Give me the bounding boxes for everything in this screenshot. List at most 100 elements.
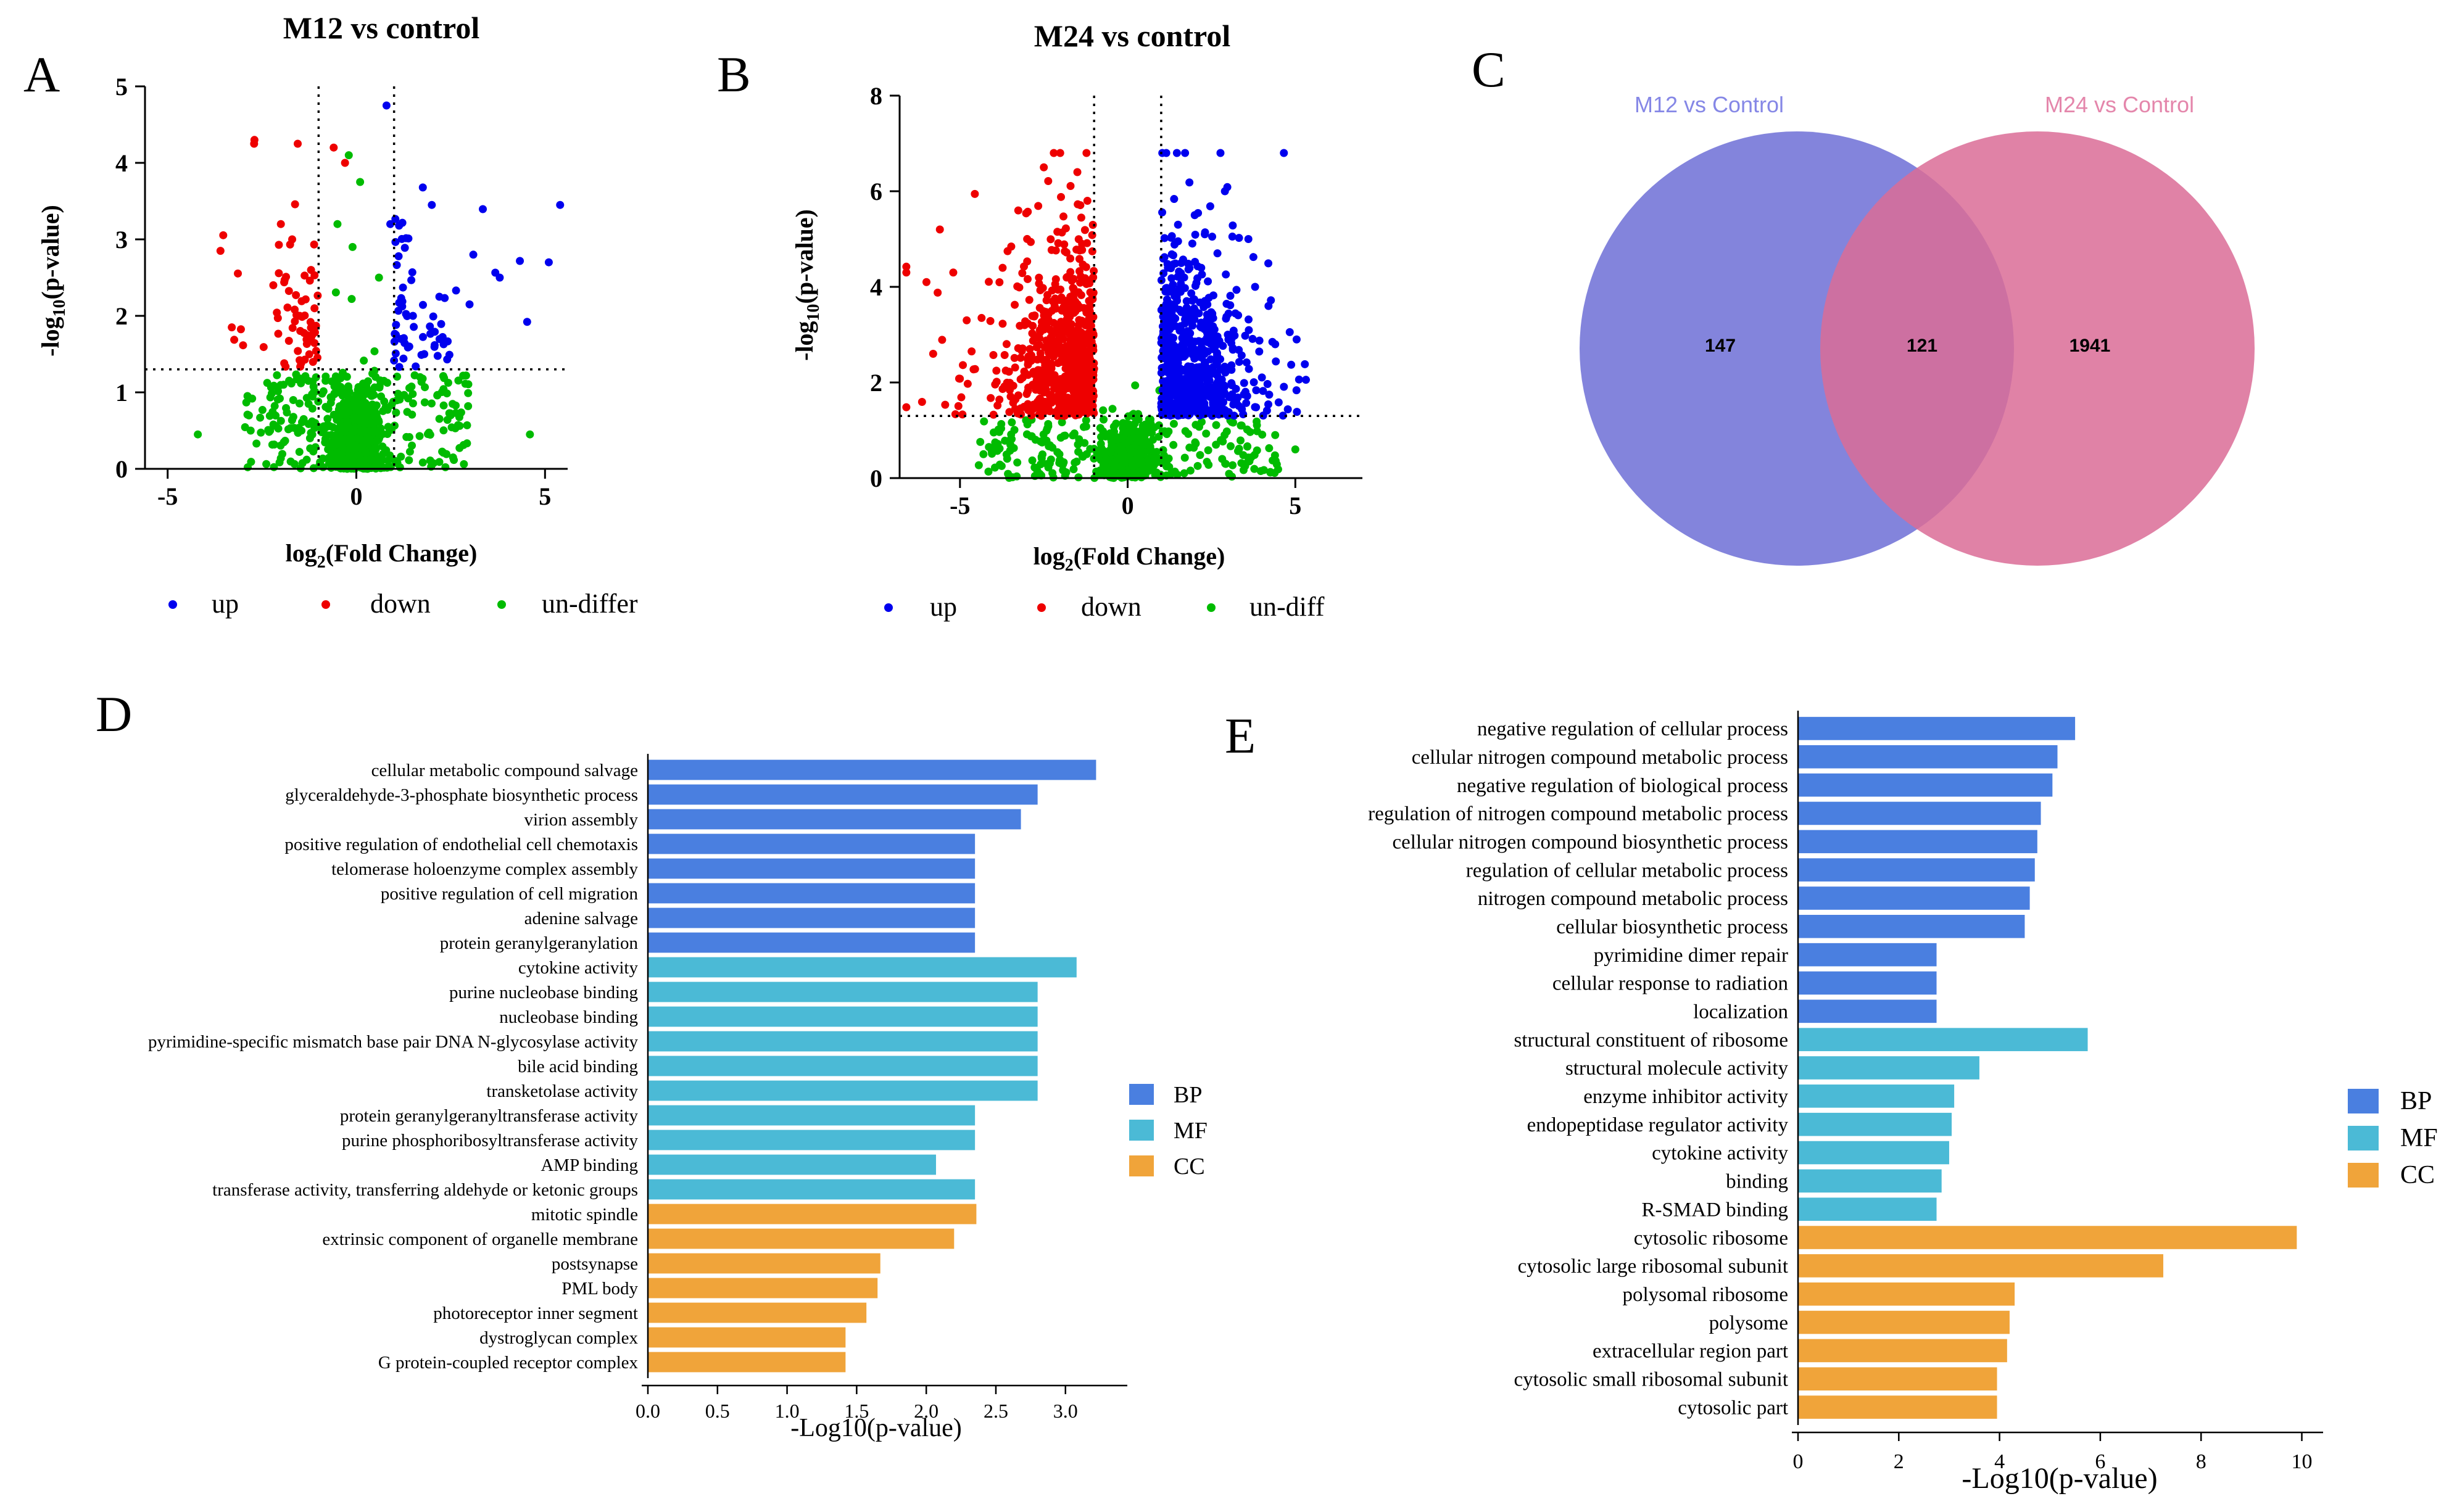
point-up [1159, 304, 1167, 312]
category-label: enzyme inhibitor activity [1583, 1086, 1788, 1108]
point-up [1170, 195, 1179, 204]
point-up [1285, 328, 1294, 336]
point-undiff [326, 422, 334, 431]
point-undiff [394, 389, 402, 398]
legend-label-mf: MF [1174, 1118, 1208, 1144]
category-label: regulation of nitrogen compound metaboli… [1368, 803, 1788, 825]
bar-mf [648, 981, 1038, 1002]
point-down [1057, 192, 1066, 201]
point-un-differ [246, 426, 255, 435]
point-up [1259, 387, 1267, 395]
point-up [1185, 410, 1194, 418]
x-tick-label: 0 [350, 482, 363, 510]
bar-cc [648, 1302, 867, 1323]
point-down [329, 143, 338, 152]
point-undiff [370, 390, 378, 399]
point-down [1015, 283, 1024, 292]
point-undiff [1099, 406, 1108, 415]
point-up [1228, 233, 1237, 241]
point-down [1003, 378, 1011, 387]
panel-letter-e: E [1225, 708, 1256, 764]
point-down [967, 347, 976, 356]
point-down [276, 220, 285, 228]
point-up [1207, 366, 1216, 375]
point-down [310, 328, 319, 337]
point-down [1035, 279, 1043, 288]
point-down [1083, 407, 1092, 415]
point-up [1195, 309, 1203, 318]
point-down [1047, 246, 1056, 254]
bar-bp [1798, 915, 2025, 938]
volcano-plot-b: -5 0 5 0 2 4 6 8 [870, 82, 1362, 519]
point-down [1088, 344, 1097, 353]
point-undiff [386, 451, 394, 460]
point-undiff [440, 374, 449, 382]
category-label: pyrimidine-specific mismatch base pair D… [148, 1032, 639, 1052]
legend-label-up: up [212, 589, 239, 619]
category-label: R-SMAD binding [1642, 1199, 1788, 1221]
point-up [1172, 366, 1180, 375]
point-up [495, 273, 504, 282]
bar-mf [1798, 1169, 1942, 1193]
point-undiff [439, 426, 448, 435]
point-undiff [1239, 466, 1248, 474]
legend-dot-up [884, 603, 893, 612]
category-label: cellular nitrogen compound biosynthetic … [1392, 832, 1788, 854]
point-down [958, 410, 967, 419]
point-undiff [292, 375, 301, 384]
point-undiff [243, 410, 252, 419]
point-down [902, 262, 911, 271]
point-down [954, 402, 963, 410]
point-up [1197, 263, 1206, 272]
point-down [992, 378, 1001, 386]
bar-cc [1798, 1254, 2163, 1278]
point-undiff [302, 455, 311, 464]
point-undiff [274, 387, 283, 395]
point-up [429, 312, 437, 321]
point-up [435, 335, 444, 344]
point-undiff [408, 441, 416, 450]
y-tick-label: 8 [870, 82, 882, 110]
point-up [1206, 202, 1214, 210]
point-undiff [366, 455, 375, 464]
point-undiff [263, 379, 271, 387]
point-undiff [243, 392, 252, 400]
point-undiff [295, 448, 304, 456]
point-up [1213, 249, 1222, 258]
legend-label-cc: CC [1174, 1154, 1205, 1179]
point-down [1056, 331, 1064, 340]
point-down [269, 281, 278, 289]
bar-bp [648, 858, 976, 879]
point-undiff [273, 371, 281, 379]
bar-bp [648, 784, 1038, 805]
point-up [523, 318, 531, 326]
x-tick-label: 0.5 [705, 1400, 730, 1422]
point-up [412, 362, 420, 371]
point-up [1184, 265, 1193, 274]
point-undiff [381, 403, 390, 411]
category-label: purine nucleobase binding [449, 983, 638, 1002]
point-undiff [1022, 430, 1031, 439]
point-un-differ [356, 178, 365, 186]
point-down [1005, 408, 1014, 416]
category-label: dystroglycan complex [479, 1328, 638, 1348]
point-undiff [408, 399, 417, 408]
point-undiff [1219, 437, 1227, 446]
y-tick-label: 2 [115, 302, 128, 330]
point-up [1292, 386, 1301, 395]
point-up [1162, 392, 1170, 401]
panel-d: D cellular metabolic compound salvage gly… [96, 686, 1208, 1442]
venn-count-right: 1941 [2070, 336, 2111, 356]
point-up [1262, 407, 1271, 415]
point-up [1187, 379, 1195, 388]
category-label: telomerase holoenzyme complex assembly [331, 859, 638, 879]
point-down [305, 276, 314, 285]
volcano-plot-a: -5 0 5 0 1 2 3 4 5 [115, 73, 568, 510]
point-un-diff [979, 450, 988, 458]
point-undiff [1233, 447, 1242, 455]
point-down [902, 403, 911, 411]
category-label: nucleobase binding [499, 1007, 638, 1027]
legend-label-undiff: un-diff [1249, 592, 1325, 622]
category-label: endopeptidase regulator activity [1527, 1114, 1789, 1136]
point-up [1249, 253, 1258, 262]
